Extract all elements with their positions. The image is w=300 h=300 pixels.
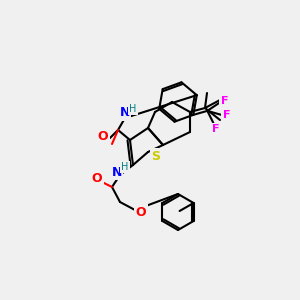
Text: S: S — [152, 149, 160, 163]
Text: F: F — [212, 124, 219, 134]
Text: O: O — [98, 130, 108, 142]
Text: O: O — [92, 172, 102, 184]
Text: F: F — [220, 96, 228, 106]
Text: N: N — [120, 106, 130, 119]
Text: F: F — [223, 110, 230, 120]
Text: O: O — [98, 130, 108, 142]
Text: O: O — [136, 206, 146, 218]
Text: N: N — [112, 166, 122, 178]
Text: H: H — [121, 162, 129, 172]
Text: H: H — [129, 104, 137, 114]
